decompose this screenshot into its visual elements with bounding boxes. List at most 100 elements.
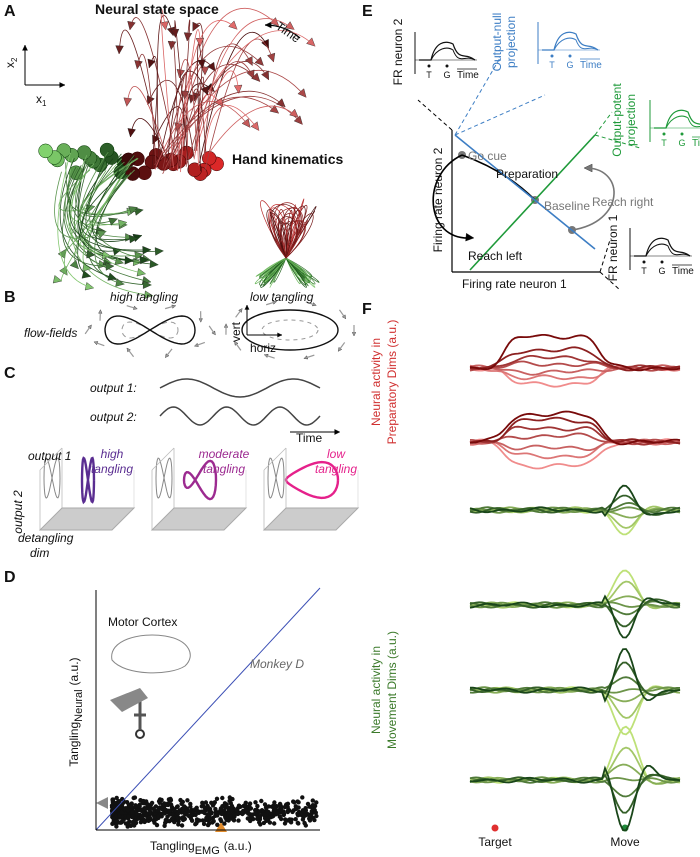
- neural-trace: [469, 438, 681, 451]
- scatter-point: [159, 806, 164, 812]
- scatter-point: [296, 821, 301, 826]
- trajectory: [80, 456, 96, 505]
- scatter-point: [307, 818, 313, 823]
- scatter-point: [282, 804, 288, 810]
- scatter-point: [271, 809, 276, 814]
- line: [264, 354, 275, 359]
- arrow-head: [59, 266, 68, 276]
- scatter-point: [272, 821, 277, 826]
- case-label: high: [101, 447, 124, 461]
- scatter-point: [181, 817, 186, 823]
- scatter-point: [139, 814, 145, 820]
- trajectory: [70, 155, 153, 297]
- scatter-point: [229, 808, 234, 813]
- scatter-point: [133, 804, 138, 809]
- scatter-point: [257, 809, 262, 814]
- state-label: Preparation: [496, 167, 558, 181]
- flow-loop: [241, 309, 339, 351]
- inset-trace: [419, 47, 476, 61]
- scatter-point: [301, 809, 306, 814]
- inset-tick: Time: [457, 70, 479, 81]
- scatter-point: [227, 798, 232, 804]
- inset-dot: [680, 132, 684, 136]
- scatter-point: [236, 818, 241, 823]
- case-label: tangling: [91, 462, 133, 476]
- scatter-point: [310, 798, 315, 803]
- trajectory: [174, 30, 316, 157]
- hand-path: [285, 219, 308, 259]
- hand-path: [270, 213, 287, 259]
- scatter-point: [125, 821, 131, 826]
- scatter-point: [147, 807, 152, 812]
- scatter-point: [169, 817, 175, 823]
- flow-field: [121, 321, 179, 339]
- trajectory: [82, 158, 139, 215]
- trajectory: [92, 170, 142, 242]
- scatter-point: [160, 802, 166, 807]
- trajectory: [192, 22, 204, 151]
- panel-label: A: [4, 3, 16, 20]
- scatter-point: [168, 798, 174, 803]
- line: [164, 305, 175, 310]
- scatter-point: [150, 806, 156, 811]
- output-label: output 1:: [90, 381, 137, 395]
- inset-tick: T: [661, 138, 667, 148]
- hand-path: [285, 198, 305, 259]
- trajectory: [174, 20, 190, 173]
- line: [165, 348, 173, 358]
- inset-label: projection: [624, 94, 638, 146]
- trajectory: [79, 161, 134, 238]
- scatter-point: [194, 821, 199, 826]
- trajectory: [203, 43, 253, 160]
- line: [305, 301, 316, 306]
- label-main: Tangling: [67, 722, 81, 767]
- scatter-point: [156, 799, 162, 804]
- scatter-point: [186, 813, 192, 819]
- scatter-point: [177, 808, 182, 813]
- reach-path: [432, 154, 471, 239]
- hand-path: [278, 221, 289, 259]
- scatter-point: [125, 824, 130, 829]
- scatter-point: [264, 818, 269, 823]
- inset-tick: Time: [692, 138, 700, 149]
- scatter-point: [130, 810, 135, 815]
- scatter-point: [114, 818, 120, 823]
- scatter-point: [223, 814, 228, 820]
- scatter-point: [187, 809, 192, 814]
- line: [126, 305, 137, 310]
- hand-path: [274, 207, 304, 259]
- scatter-point: [134, 810, 139, 816]
- scatter-point: [126, 814, 131, 819]
- trajectory: [65, 162, 105, 232]
- y-axis-label: TanglingNeural (a.u.): [67, 657, 85, 766]
- scatter-point: [267, 820, 273, 825]
- scatter-point: [240, 810, 245, 815]
- scatter-point: [129, 804, 134, 809]
- scatter-point: [221, 803, 226, 809]
- scatter-point: [152, 815, 157, 820]
- neural-trace: [470, 648, 681, 703]
- event-dot: [491, 824, 499, 832]
- scatter-point: [141, 810, 146, 815]
- scatter-point: [279, 816, 284, 822]
- trajectory: [77, 151, 110, 277]
- scatter-point: [200, 809, 206, 814]
- floor: [150, 507, 248, 531]
- projection-dash: [417, 99, 621, 291]
- trajectory: [57, 152, 94, 289]
- neural-trace: [469, 416, 681, 445]
- scatter-point: [162, 823, 167, 828]
- scatter-point: [273, 805, 278, 810]
- trajectory: [186, 61, 255, 165]
- axis-label: Neural activity in: [369, 338, 383, 426]
- hand-path: [266, 209, 287, 259]
- scatter-point: [200, 818, 205, 823]
- trajectory: [170, 40, 179, 169]
- scatter-point: [257, 814, 263, 819]
- inset-dot: [427, 64, 431, 68]
- case-title: high tangling: [110, 290, 178, 304]
- trajectory: [193, 18, 295, 160]
- inset-dot: [550, 54, 554, 58]
